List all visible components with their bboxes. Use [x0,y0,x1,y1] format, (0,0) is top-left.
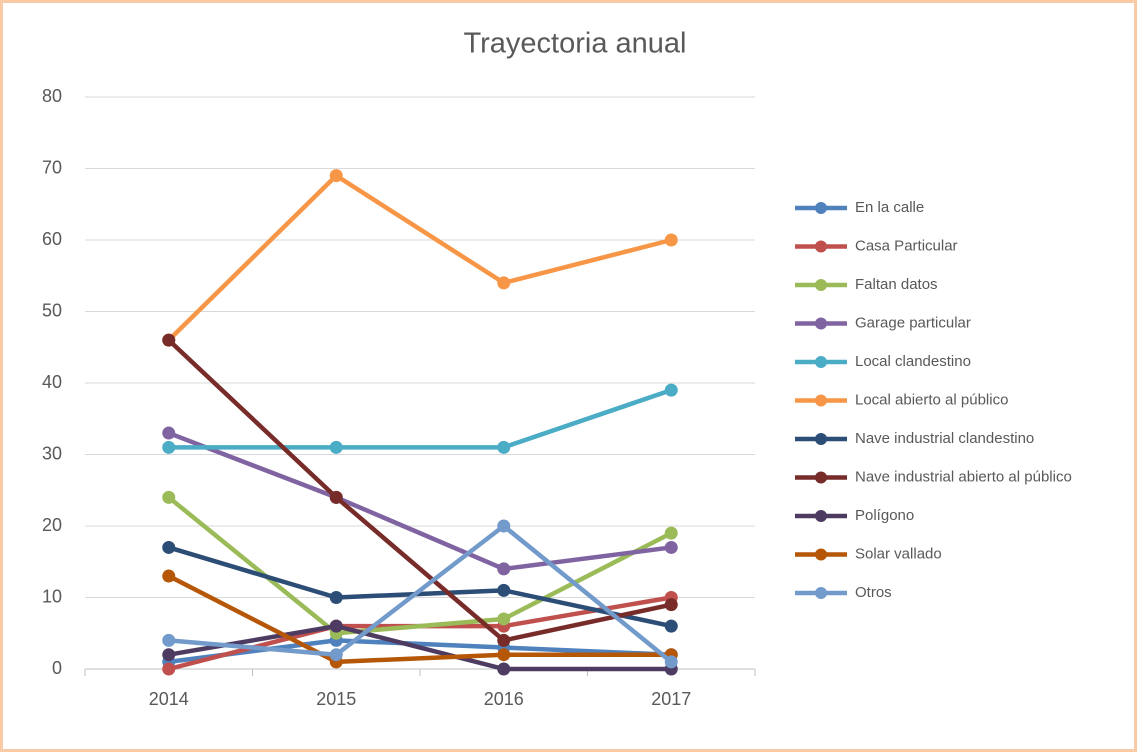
legend-label: En la calle [855,199,924,216]
data-point [329,490,343,504]
x-tick-label: 2014 [149,689,189,709]
data-point [162,426,176,440]
legend-swatch-marker [815,356,827,368]
y-tick-label: 40 [42,372,62,392]
data-point [497,440,511,454]
data-point [664,526,678,540]
legend-swatch-marker [815,279,827,291]
data-point [162,648,176,662]
data-point [664,540,678,554]
data-point [329,648,343,662]
legend-label: Nave industrial clandestino [855,430,1034,447]
data-point [664,619,678,633]
data-point [162,633,176,647]
legend-swatch-marker [815,587,827,599]
y-tick-label: 30 [42,443,62,463]
data-point [497,648,511,662]
y-tick-label: 20 [42,515,62,535]
y-tick-label: 80 [42,86,62,106]
data-point [329,619,343,633]
data-point [329,591,343,604]
series-line [167,430,672,572]
data-point [497,276,511,290]
data-point [664,655,678,669]
y-tick-label: 0 [52,658,62,678]
series-line [168,523,673,664]
legend-label: Otros [855,584,892,601]
series-line [168,638,672,665]
legend-swatch-marker [815,394,827,407]
data-point [162,490,176,504]
chart-title: Trayectoria anual [464,28,687,60]
data-point [497,662,511,676]
y-tick-label: 50 [42,300,62,320]
data-point [664,233,678,247]
data-point [329,169,343,183]
x-tick-label: 2017 [651,689,691,709]
data-point [497,519,511,533]
series-line [168,545,672,629]
series-line [168,388,672,450]
data-point [329,440,343,454]
y-tick-label: 10 [42,586,62,606]
legend-label: Garage particular [855,314,971,331]
series-line [168,623,672,672]
legend-label: Casa Particular [855,237,958,254]
y-tick-label: 60 [42,229,62,249]
legend-label: Nave industrial abierto al público [855,468,1072,485]
series-line [167,338,672,643]
legend-swatch-marker [815,317,827,330]
data-point [497,562,511,576]
data-point [162,440,176,454]
legend-swatch-marker [815,240,827,253]
x-tick-label: 2016 [484,689,524,709]
legend-swatch-marker [815,202,827,214]
series-line [167,173,672,342]
legend-swatch-marker [815,433,827,445]
x-tick-label: 2015 [316,689,356,709]
data-point [497,583,511,597]
legend-label: Faltan datos [855,276,938,293]
legend-label: Polígono [855,507,914,524]
legend-label: Local abierto al público [855,391,1008,408]
series-line [167,495,673,636]
legend-swatch-marker [815,510,827,522]
data-point [162,569,176,583]
data-point [497,633,511,647]
data-point [162,662,176,676]
data-point [664,383,678,397]
legend-swatch-marker [815,548,827,561]
data-point [664,598,678,612]
data-point [162,333,176,347]
data-point [162,540,176,554]
data-point [497,612,511,626]
legend-swatch-marker [815,471,827,484]
series-line [167,574,672,665]
legend-label: Solar vallado [855,545,942,562]
legend-label: Local clandestino [855,353,971,370]
y-tick-label: 70 [42,157,62,177]
